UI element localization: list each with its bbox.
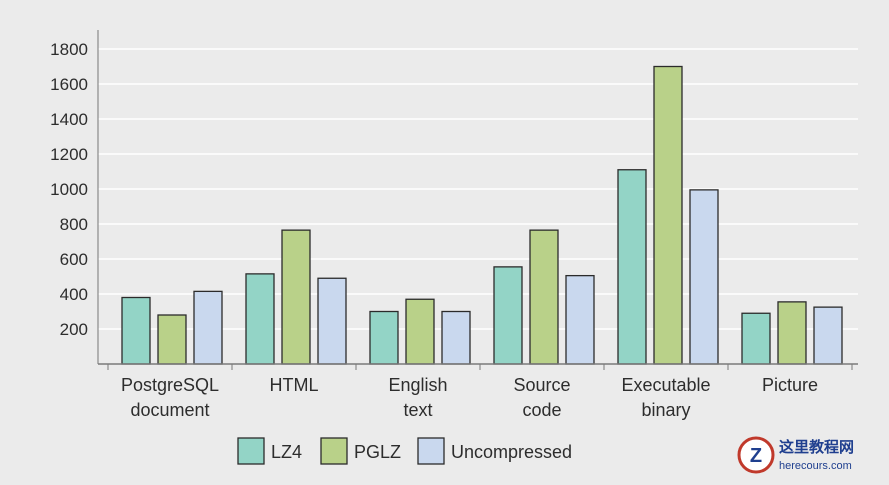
y-tick-label: 1200 <box>50 145 88 164</box>
watermark-title: 这里教程网 <box>779 438 854 456</box>
legend-label-lz4: LZ4 <box>271 442 302 462</box>
bar-lz4-2 <box>369 310 399 365</box>
x-tick-label: HTML <box>270 375 319 395</box>
y-tick-label: 600 <box>60 250 88 269</box>
y-tick-label: 1800 <box>50 40 88 59</box>
bar-pglz-0 <box>157 314 187 365</box>
bar-pglz-2 <box>405 298 435 365</box>
bar-uncompressed-5 <box>813 306 843 365</box>
watermark-logo-icon <box>737 436 775 474</box>
watermark-url: herecours.com <box>779 460 852 472</box>
y-tick-label: 1400 <box>50 110 88 129</box>
x-tick-label: Executable binary <box>621 375 710 420</box>
bar-uncompressed-0 <box>193 290 223 365</box>
bar-pglz-5 <box>777 301 807 365</box>
watermark: Z 这里教程网 herecours.com <box>735 434 885 476</box>
y-tick-label: 400 <box>60 285 88 304</box>
bar-lz4-4 <box>617 169 647 365</box>
y-tick-label: 800 <box>60 215 88 234</box>
x-tick-label: Source code <box>513 375 570 420</box>
legend: LZ4 PGLZ Uncompressed <box>237 437 572 465</box>
y-axis-tick-labels: 200 400 600 800 1000 1200 1400 1600 1800 <box>50 40 88 339</box>
bar-uncompressed-1 <box>317 277 347 365</box>
bars <box>121 65 843 365</box>
legend-swatch-pglz <box>320 437 348 465</box>
bar-lz4-5 <box>741 312 771 365</box>
legend-label-uncompressed: Uncompressed <box>451 442 572 462</box>
x-axis-tick-labels: PostgreSQL document HTML English text Source c… <box>121 375 818 420</box>
bar-uncompressed-2 <box>441 310 471 365</box>
bar-pglz-4 <box>653 65 683 365</box>
plot-area <box>98 30 858 364</box>
watermark-logo-letter: Z <box>750 445 762 467</box>
legend-label-pglz: PGLZ <box>354 442 401 462</box>
y-tick-label: 1600 <box>50 75 88 94</box>
bar-pglz-1 <box>281 229 311 365</box>
x-tick-label: English text <box>388 375 447 420</box>
grid-lines <box>98 48 858 330</box>
plot-background <box>98 30 858 364</box>
bar-lz4-1 <box>245 273 275 365</box>
bar-uncompressed-3 <box>565 274 595 365</box>
bar-lz4-3 <box>493 266 523 365</box>
bar-lz4-0 <box>121 296 151 365</box>
axes <box>97 30 858 370</box>
y-tick-label: 1000 <box>50 180 88 199</box>
legend-swatch-lz4 <box>237 437 265 465</box>
bar-pglz-3 <box>529 229 559 365</box>
x-tick-label: Picture <box>762 375 818 395</box>
x-tick-label: PostgreSQL document <box>121 375 219 420</box>
legend-swatch-uncompressed <box>417 437 445 465</box>
y-tick-label: 200 <box>60 320 88 339</box>
bar-uncompressed-4 <box>689 189 719 365</box>
